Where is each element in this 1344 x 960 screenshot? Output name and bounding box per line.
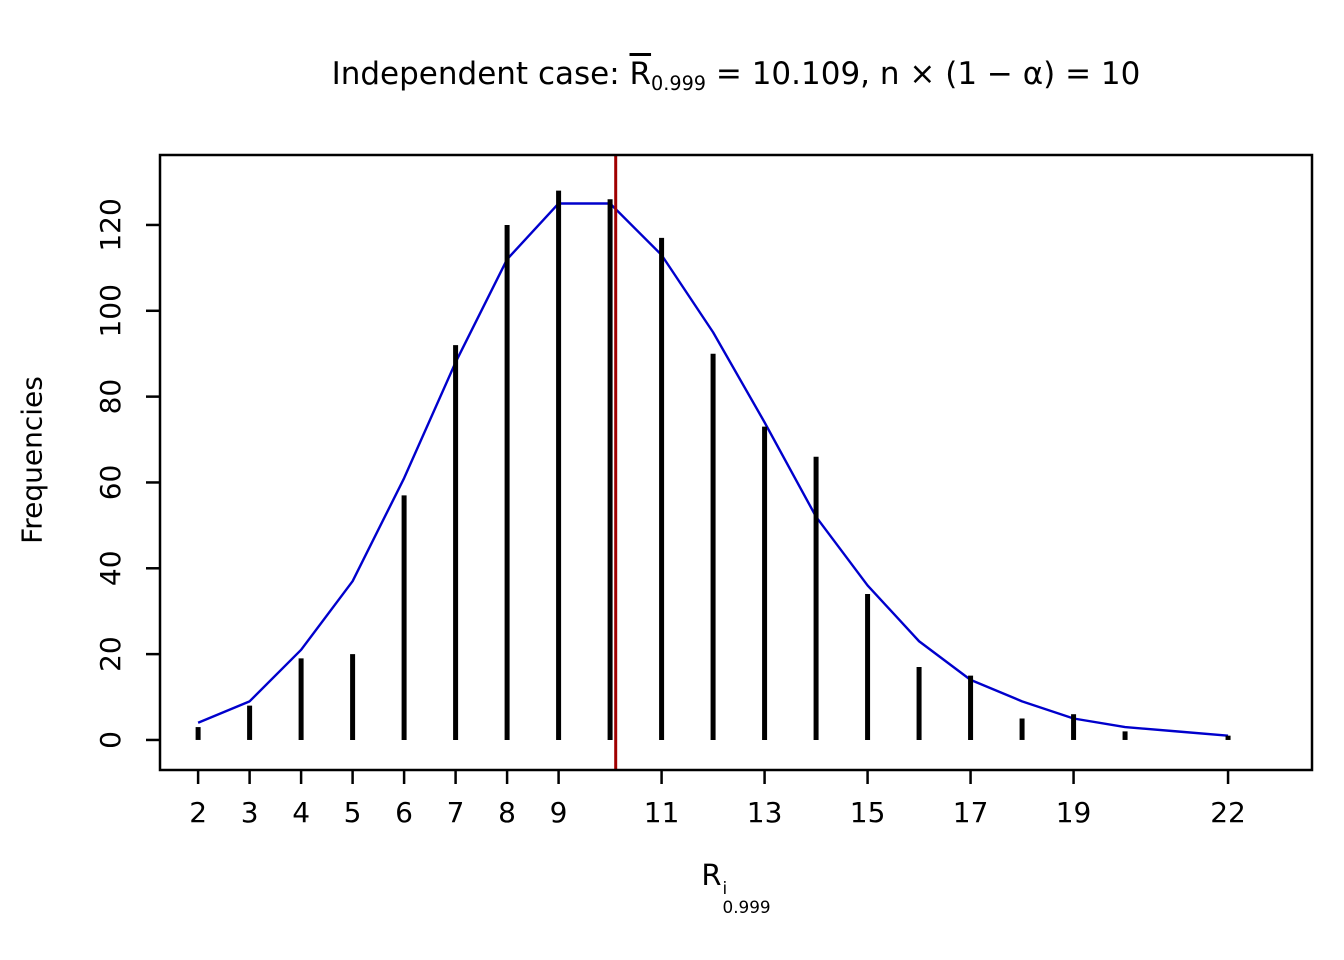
- y-tick-label: 80: [94, 379, 127, 415]
- x-axis-label-subscript: 0.999: [722, 896, 771, 917]
- x-tick-label: 7: [447, 796, 465, 829]
- x-tick-label: 4: [292, 796, 310, 829]
- x-tick-label: 3: [241, 796, 259, 829]
- x-axis-label-base: R: [701, 858, 722, 892]
- y-tick-label: 60: [94, 465, 127, 501]
- chart-title: Independent case: R0.999 = 10.109, n × (…: [160, 56, 1312, 95]
- x-tick-label: 19: [1056, 796, 1092, 829]
- y-tick-label: 0: [94, 731, 127, 749]
- title-rbar-subscript: 0.999: [651, 71, 707, 95]
- plot-box: [158, 153, 1314, 772]
- x-axis-label-supsub: i 0.999: [723, 879, 771, 916]
- x-tick-label: 9: [550, 796, 568, 829]
- x-tick-label: 22: [1210, 796, 1246, 829]
- title-prefix: Independent case:: [331, 56, 630, 92]
- fitted-curve-line: [197, 202, 1229, 737]
- y-tick-label: 40: [94, 550, 127, 586]
- x-tick-label: 13: [747, 796, 783, 829]
- title-rbar: R: [629, 56, 652, 92]
- y-axis-title: Frequencies: [15, 376, 49, 544]
- x-tick-label: 15: [850, 796, 886, 829]
- y-tick-label: 100: [94, 284, 127, 337]
- x-tick-label: 11: [644, 796, 680, 829]
- y-tick-label: 20: [94, 636, 127, 672]
- x-tick-label: 2: [189, 796, 207, 829]
- x-tick-label: 6: [395, 796, 413, 829]
- y-tick-label: 120: [94, 198, 127, 251]
- x-tick-label: 5: [344, 796, 362, 829]
- x-axis-label-superscript: i: [722, 878, 728, 899]
- x-tick-label: 17: [953, 796, 989, 829]
- title-suffix: = 10.109, n × (1 − α) = 10: [706, 56, 1141, 92]
- x-tick-label: 8: [498, 796, 516, 829]
